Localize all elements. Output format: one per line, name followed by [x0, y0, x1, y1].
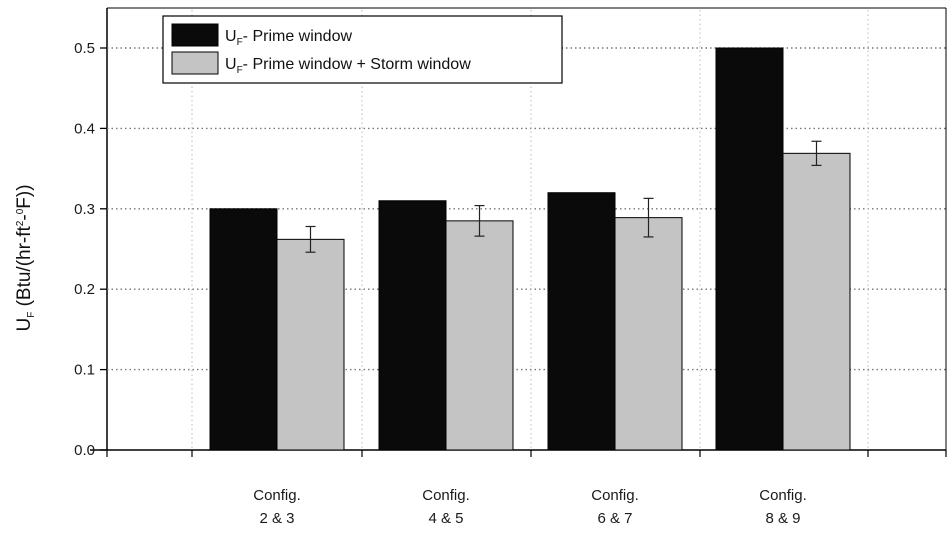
x-category-label: 8 & 9: [765, 510, 800, 527]
x-category-label: 2 & 3: [259, 510, 294, 527]
bar-prime-storm-window: [614, 217, 683, 451]
bar-prime-window: [547, 192, 616, 451]
legend-box: [162, 15, 563, 84]
bar-prime-storm-window: [782, 152, 851, 451]
y-axis-label-sub: F: [26, 312, 37, 318]
bar-prime-window: [378, 200, 447, 451]
legend-label-prime-storm: UF- Prime window + Storm window: [225, 56, 471, 76]
y-axis-label-prefix: (Btu/(hr-ft: [14, 225, 35, 311]
y-axis-ticks: 0.0 0.1 0.2 0.3 0.4 0.5: [74, 40, 947, 459]
y-tick-label: 0.4: [74, 120, 95, 137]
y-axis-label-suffix: F)): [14, 184, 35, 208]
x-category-label: 4 & 5: [428, 510, 463, 527]
x-category-label: Config.: [591, 487, 639, 504]
x-category-label: Config.: [253, 487, 301, 504]
bar-prime-window: [715, 47, 784, 451]
y-axis-label: UF (Btu/(hr-ft2-0F)): [14, 184, 37, 331]
bar-prime-storm-window: [276, 238, 345, 451]
legend-swatch-prime-storm: [171, 51, 219, 75]
y-tick-label: 0.1: [74, 362, 95, 379]
y-tick-label: 0.2: [74, 281, 95, 298]
x-category-label: 6 & 7: [597, 510, 632, 527]
y-tick-label: 0.3: [74, 201, 95, 218]
legend: UF- Prime window UF- Prime window + Stor…: [162, 15, 563, 84]
x-axis-category-labels: Config. 2 & 3 Config. 4 & 5 Config. 6 & 7 Conf…: [253, 487, 807, 527]
y-tick-label: 0.0: [74, 442, 95, 459]
x-category-label: Config.: [759, 487, 807, 504]
bars: [209, 47, 851, 451]
bar-prime-window: [209, 208, 278, 451]
x-category-label: Config.: [422, 487, 470, 504]
legend-label-prime: UF- Prime window: [225, 28, 352, 48]
bar-prime-storm-window: [445, 220, 514, 451]
y-axis-label-main: U: [14, 318, 35, 332]
y-axis-label-mid: -: [14, 214, 35, 220]
y-axis-label-deg: 0: [15, 208, 26, 214]
y-axis-label-exp: 2: [15, 220, 26, 226]
legend-swatch-prime: [171, 23, 219, 47]
y-tick-label: 0.5: [74, 40, 95, 57]
error-bars: [305, 140, 822, 253]
